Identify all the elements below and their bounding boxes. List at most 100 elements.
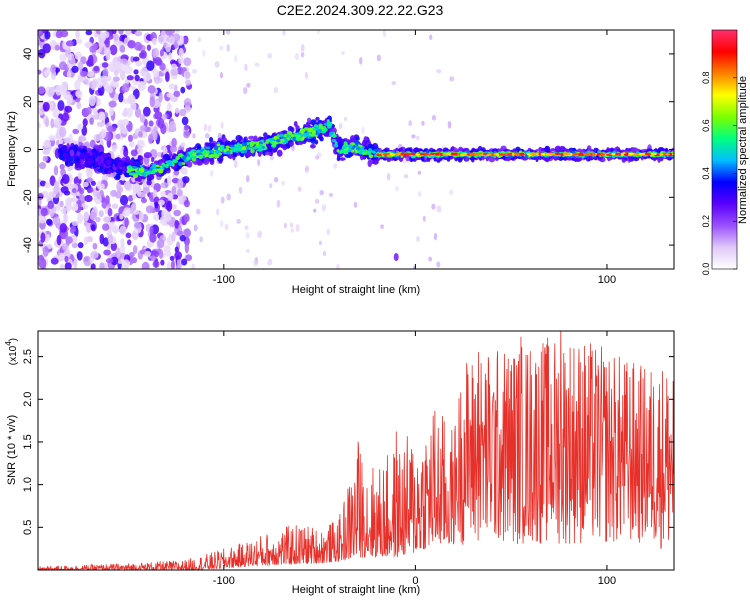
heatmap-cell: [134, 74, 140, 82]
heatmap-cell: [320, 130, 326, 134]
heatmap-cell: [334, 141, 338, 145]
heatmap-cell: [119, 69, 126, 81]
heatmap-cell: [167, 102, 172, 112]
heatmap-cell: [252, 146, 258, 150]
snr-y-tick-label: 2.5: [22, 349, 34, 364]
heatmap-cell: [241, 142, 245, 147]
heatmap-cell: [93, 65, 100, 72]
heatmap-cell: [246, 175, 250, 183]
heatmap-cell: [215, 208, 220, 216]
heatmap-cell: [154, 112, 161, 118]
heatmap-cell: [181, 258, 188, 266]
snr-x-axis-label: Height of straight line (km): [292, 584, 420, 596]
heatmap-cell: [62, 112, 70, 122]
heatmap-cell: [354, 136, 360, 142]
colorbar: 0.00.20.40.60.8 Normalized spectral ampl…: [701, 29, 749, 275]
heatmap-cell: [167, 192, 174, 201]
heatmap-cell: [139, 81, 144, 88]
heatmap-cell: [495, 153, 500, 157]
snr-y-ticks: 0.51.01.52.02.5: [22, 349, 674, 535]
heatmap-cell: [82, 181, 89, 188]
heatmap-cell: [100, 183, 105, 190]
heatmap-cell: [229, 144, 235, 148]
heatmap-cell: [128, 141, 135, 148]
heatmap-cell: [150, 171, 154, 175]
heatmap-cell: [331, 134, 337, 138]
heatmap-cell: [157, 117, 165, 129]
heatmap-cell: [90, 180, 96, 186]
heatmap-cell: [183, 124, 189, 131]
heatmap-cell: [123, 207, 131, 217]
snr-panel: -100 0 100 0.51.01.52.02.5 Height of strai…: [4, 330, 675, 596]
heatmap-cell: [136, 171, 142, 175]
heatmap-cell: [170, 63, 178, 69]
heatmap-cell: [134, 108, 142, 118]
heatmap-cell: [382, 30, 386, 37]
heatmap-cell: [628, 152, 635, 156]
heatmap-cell: [181, 116, 189, 126]
heatmap-cell: [109, 221, 116, 227]
heatmap-cell: [72, 203, 79, 211]
heatmap-cell: [59, 163, 65, 170]
heatmap-cell: [426, 157, 431, 162]
heatmap-cell: [234, 160, 238, 169]
heatmap-cell: [615, 152, 621, 156]
heatmap-cell: [155, 164, 160, 168]
heatmap-cell: [107, 234, 114, 244]
heatmap-cell: [61, 174, 70, 185]
heatmap-cell: [242, 86, 248, 95]
heatmap-cell: [119, 213, 124, 220]
heatmap-cell: [269, 155, 275, 161]
heatmap-cell: [45, 234, 51, 241]
heatmap-cell: [257, 159, 261, 167]
heatmap-cell: [645, 153, 652, 156]
heatmap-cell: [179, 108, 187, 117]
heatmap-cell: [202, 49, 206, 57]
heatmap-cell: [276, 139, 281, 143]
heatmap-cell: [196, 208, 201, 215]
heatmap-cell: [166, 175, 172, 186]
heatmap-cell: [316, 30, 321, 34]
heatmap-cell: [355, 146, 361, 151]
heatmap-cell: [132, 166, 138, 169]
heatmap-cell: [127, 195, 134, 202]
heatmap-cell: [150, 255, 156, 262]
heatmap-cell: [139, 114, 146, 123]
heatmap-cell: [417, 191, 422, 197]
heatmap-cell: [244, 141, 247, 147]
heatmap-cell: [111, 203, 119, 209]
heatmap-cell: [202, 157, 210, 165]
heatmap-cell: [188, 151, 193, 155]
heatmap-cell: [119, 225, 127, 235]
heatmap-cell: [162, 154, 170, 160]
heatmap-cell: [84, 194, 93, 203]
heatmap-cell: [208, 154, 215, 158]
heatmap-cell: [105, 156, 112, 161]
heatmap-cell: [72, 128, 80, 135]
heatmap-cell: [245, 232, 250, 239]
heatmap-cell: [128, 251, 135, 258]
snr-y-tick-label: 1.5: [22, 434, 34, 449]
heatmap-cell: [159, 62, 166, 71]
heatmap-cell: [659, 153, 664, 156]
svg-text:(x104): (x104): [4, 338, 19, 365]
heatmap-cell: [77, 123, 84, 130]
heatmap-cell: [293, 121, 298, 127]
heatmap-cell: [529, 152, 537, 156]
heatmap-cell: [190, 149, 197, 152]
heatmap-cell: [591, 152, 595, 156]
heatmap-cell: [38, 192, 44, 200]
heatmap-cell: [108, 106, 114, 116]
heatmap-cell: [129, 85, 136, 91]
heatmap-cell: [119, 58, 128, 64]
heatmap-cell: [60, 207, 67, 215]
heatmap-cell: [87, 54, 94, 66]
heatmap-cell: [38, 162, 47, 170]
heatmap-cell: [162, 113, 167, 121]
heatmap-cell: [59, 30, 69, 38]
heatmap-cell: [170, 96, 179, 103]
heatmap-cell: [220, 121, 224, 129]
heatmap-cell: [246, 82, 251, 88]
heatmap-cell: [179, 234, 186, 242]
